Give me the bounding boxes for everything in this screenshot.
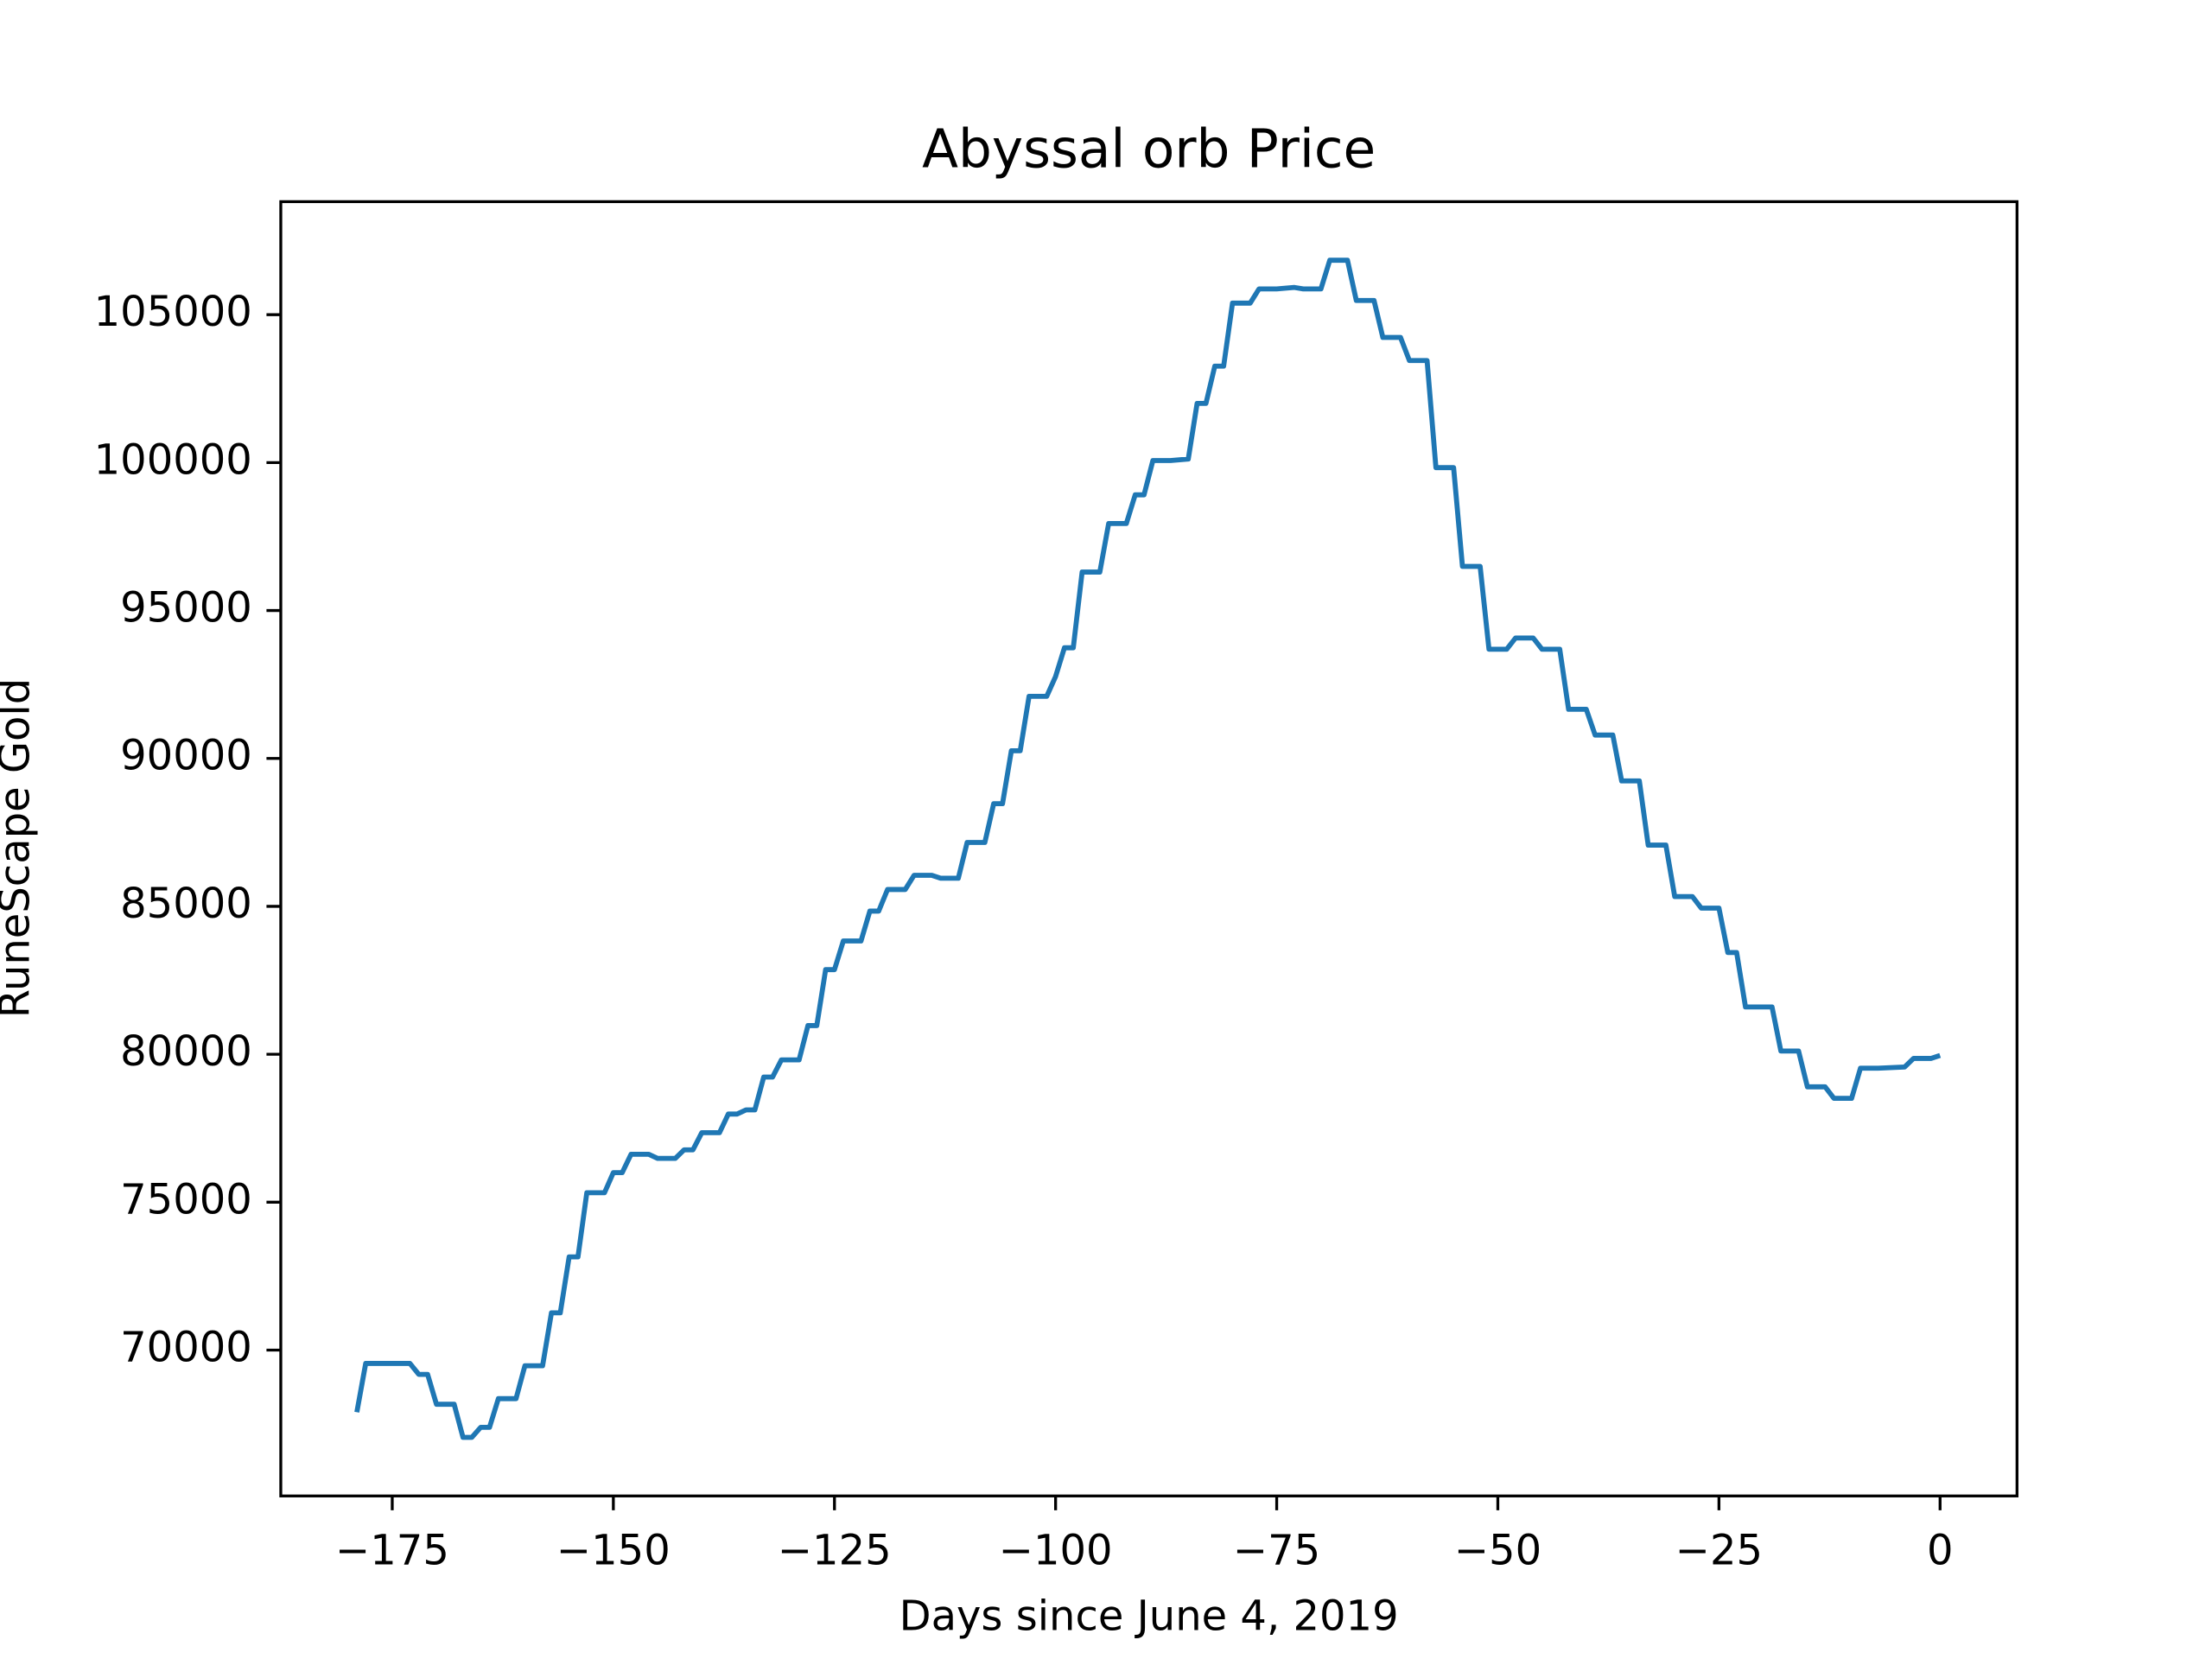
y-tick-label: 105000 bbox=[94, 288, 252, 336]
chart-title: Abyssal orb Price bbox=[922, 119, 1376, 181]
y-axis-label: RuneScape Gold bbox=[0, 678, 39, 1018]
x-tick-label: −150 bbox=[556, 1527, 671, 1575]
x-axis-label: Days since June 4, 2019 bbox=[899, 1592, 1399, 1641]
x-tick-label: −175 bbox=[335, 1527, 449, 1575]
x-tick-label: −25 bbox=[1675, 1527, 1763, 1575]
y-tick-label: 75000 bbox=[120, 1175, 252, 1224]
y-tick-label: 85000 bbox=[120, 880, 252, 928]
y-tick-label: 70000 bbox=[120, 1324, 252, 1372]
y-tick-label: 95000 bbox=[120, 584, 252, 632]
x-tick-label: 0 bbox=[1927, 1527, 1954, 1575]
x-tick-label: −50 bbox=[1454, 1527, 1541, 1575]
y-tick-label: 80000 bbox=[120, 1027, 252, 1076]
x-tick-label: −75 bbox=[1233, 1527, 1320, 1575]
y-tick-label: 90000 bbox=[120, 732, 252, 780]
x-tick-label: −125 bbox=[778, 1527, 892, 1575]
x-tick-label: −100 bbox=[999, 1527, 1113, 1575]
plot-frame bbox=[279, 200, 2018, 1497]
line-series bbox=[354, 257, 1942, 1440]
y-tick-label: 100000 bbox=[94, 435, 252, 484]
